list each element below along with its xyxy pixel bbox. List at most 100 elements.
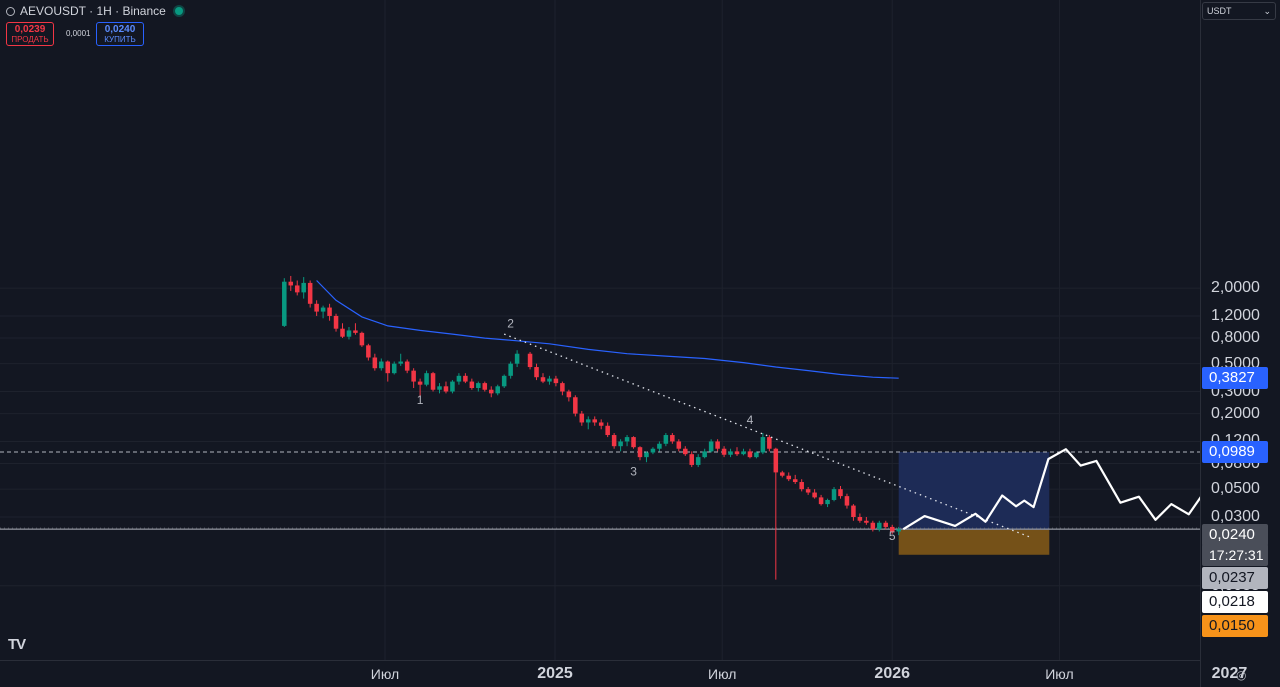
- candle-body-12: [359, 332, 365, 346]
- candle-body-25: [443, 386, 449, 392]
- candle-body-15: [379, 361, 384, 369]
- candle-body-0: [282, 281, 287, 326]
- candle-body-32: [488, 389, 494, 394]
- candle-body-62: [689, 454, 695, 465]
- price-tag-5: 0,0150: [1202, 615, 1268, 637]
- candle-body-74: [767, 437, 772, 449]
- candle-body-73: [760, 437, 766, 453]
- candle-body-60: [676, 441, 682, 449]
- price-tick-label-2: 0,8000: [1211, 329, 1260, 347]
- candle-body-39: [540, 377, 546, 382]
- moving-average-line: [316, 280, 899, 379]
- time-tick-label-2: Июл: [708, 666, 737, 682]
- chevron-down-icon: ⌄: [1263, 6, 1271, 16]
- candle-body-6: [320, 307, 326, 312]
- trend-line: [503, 333, 1032, 539]
- sell-label: ПРОДАТЬ: [11, 35, 49, 44]
- time-tick-label-1: 2025: [537, 665, 573, 682]
- wave-label-2: 3: [630, 464, 637, 478]
- candle-body-57: [657, 443, 662, 449]
- candle-body-77: [786, 475, 792, 480]
- candle-body-28: [463, 375, 468, 382]
- candle-body-58: [663, 435, 669, 444]
- candle-body-50: [611, 435, 617, 447]
- candle-body-61: [683, 448, 688, 455]
- price-tag-2: 0,0240: [1202, 524, 1268, 546]
- time-tick-label-4: Июл: [1045, 666, 1074, 682]
- candle-body-41: [553, 378, 559, 384]
- buy-button[interactable]: 0,0240 КУПИТЬ: [96, 22, 144, 46]
- candle-body-88: [857, 517, 863, 521]
- candle-body-3: [301, 282, 306, 293]
- candle-body-21: [417, 381, 423, 385]
- time-tick-label-0: Июл: [370, 666, 400, 682]
- candle-body-29: [469, 381, 475, 388]
- settings-icon[interactable]: ◎: [1236, 668, 1247, 682]
- candle-body-64: [702, 451, 707, 458]
- candle-body-49: [605, 425, 610, 436]
- candle-body-17: [391, 363, 397, 374]
- symbol-header[interactable]: AEVOUSDT · 1H · Binance: [6, 3, 183, 19]
- candle-body-24: [437, 386, 442, 390]
- candle-body-1: [288, 281, 294, 286]
- symbol-title: AEVOUSDT · 1H · Binance: [20, 4, 166, 18]
- candle-body-40: [547, 378, 552, 382]
- price-chart[interactable]: 1 2 3 4 5: [0, 0, 1200, 660]
- candle-body-53: [631, 437, 636, 448]
- price-tick-label-9: 0,0300: [1211, 508, 1260, 525]
- candle-body-84: [831, 489, 837, 500]
- wave-label-3: 4: [747, 413, 754, 427]
- candle-body-87: [851, 505, 856, 517]
- candle-body-8: [333, 315, 339, 329]
- candle-body-75: [773, 448, 779, 473]
- candle-body-91: [877, 522, 882, 530]
- wave-label-0: 1: [417, 393, 424, 407]
- candle-body-37: [527, 353, 533, 368]
- tradingview-logo-icon[interactable]: TV: [8, 636, 26, 653]
- candle-body-19: [404, 361, 410, 371]
- candle-body-71: [747, 451, 753, 458]
- candle-body-79: [799, 482, 804, 490]
- candle-body-42: [560, 383, 565, 392]
- candle-body-34: [501, 375, 507, 387]
- candle-body-7: [327, 307, 332, 316]
- sell-button[interactable]: 0,0239 ПРОДАТЬ: [6, 22, 54, 46]
- candle-body-83: [825, 499, 830, 505]
- candle-body-68: [728, 451, 733, 455]
- candle-body-13: [366, 345, 371, 358]
- buy-price: 0,0240: [104, 24, 136, 35]
- candle-body-44: [573, 397, 578, 414]
- candle-body-86: [844, 496, 850, 506]
- price-tag-4: 0,0218: [1202, 591, 1268, 613]
- candle-body-35: [508, 363, 513, 376]
- time-axis[interactable]: [0, 660, 1200, 687]
- currency-label: USDT: [1207, 6, 1232, 16]
- price-tag-3: 0,0237: [1202, 567, 1268, 589]
- candle-body-23: [430, 373, 436, 390]
- price-tick-label-8: 0,0500: [1211, 480, 1260, 498]
- candle-body-89: [864, 520, 869, 523]
- candle-body-94: [896, 529, 901, 532]
- candle-body-82: [818, 497, 824, 505]
- candle-body-63: [695, 457, 701, 465]
- candle-body-33: [495, 386, 500, 394]
- candle-body-55: [644, 452, 649, 458]
- candle-body-47: [592, 419, 597, 423]
- candle-body-4: [307, 282, 313, 304]
- projection-path: [902, 448, 1200, 531]
- candle-body-16: [385, 361, 391, 374]
- candle-body-45: [579, 413, 585, 423]
- currency-selector[interactable]: USDT ⌄: [1202, 2, 1276, 20]
- candle-body-54: [637, 447, 643, 458]
- bar-countdown: 17:27:31: [1202, 544, 1268, 566]
- candle-body-36: [514, 353, 520, 364]
- candle-body-11: [353, 330, 358, 333]
- candle-body-67: [721, 448, 727, 455]
- candle-body-93: [889, 526, 895, 532]
- candle-body-56: [650, 448, 656, 453]
- candle-body-70: [741, 451, 746, 455]
- candle-body-46: [585, 419, 591, 423]
- candle-body-20: [411, 370, 416, 382]
- candle-body-5: [314, 303, 319, 312]
- candle-body-22: [424, 373, 429, 385]
